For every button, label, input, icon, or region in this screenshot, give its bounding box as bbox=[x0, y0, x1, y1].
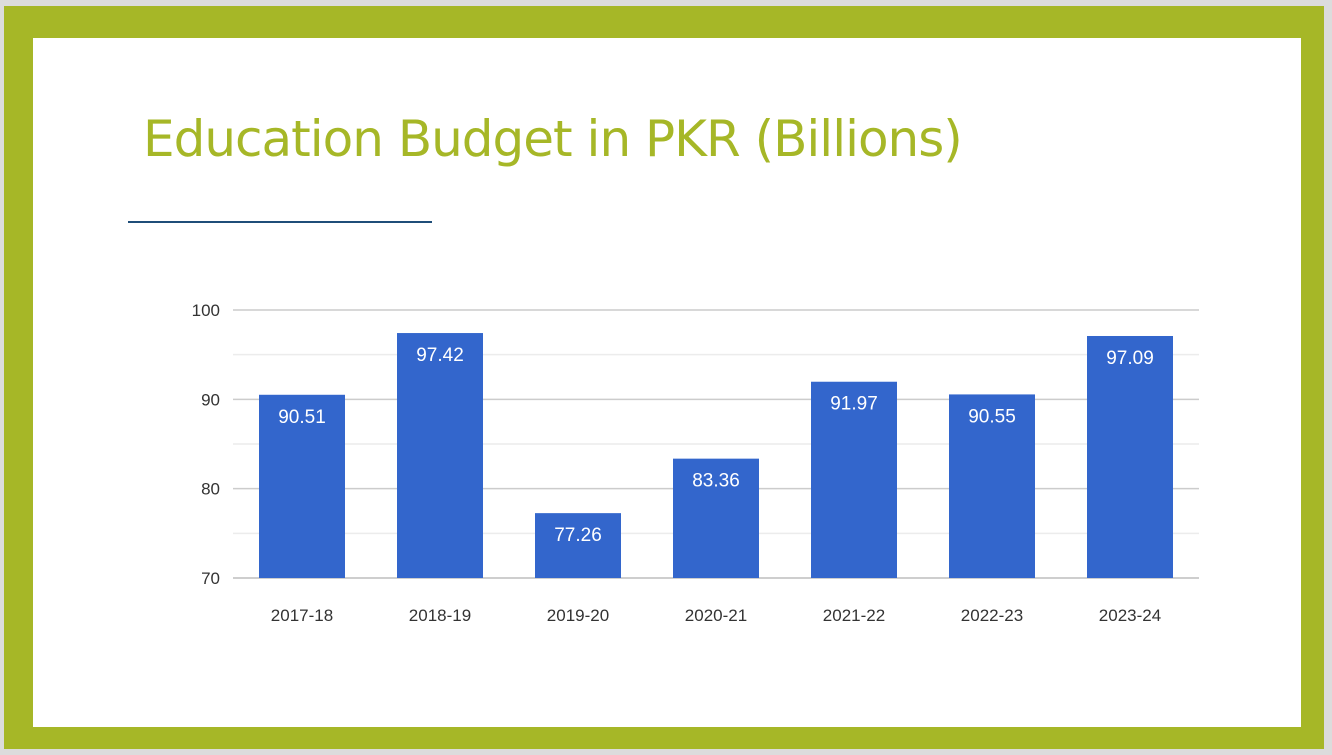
y-tick-label: 70 bbox=[201, 569, 220, 588]
x-tick-label: 2019-20 bbox=[547, 606, 609, 625]
bar bbox=[811, 381, 897, 578]
bar bbox=[397, 333, 483, 578]
title-underline bbox=[128, 221, 432, 223]
y-tick-label: 100 bbox=[192, 301, 220, 320]
bar bbox=[535, 513, 621, 578]
bar bbox=[673, 458, 759, 578]
bar bbox=[1087, 335, 1173, 578]
x-tick-label: 2020-21 bbox=[685, 606, 747, 625]
bar-value-label: 97.42 bbox=[416, 345, 464, 366]
bar-value-label: 83.36 bbox=[692, 471, 740, 492]
bar bbox=[949, 394, 1035, 578]
slide: Education Budget in PKR (Billions) 70 80 9… bbox=[33, 38, 1301, 727]
y-tick-label: 80 bbox=[201, 480, 220, 499]
bar-value-label: 77.26 bbox=[554, 525, 602, 546]
y-tick-label: 90 bbox=[201, 390, 220, 409]
x-tick-label: 2023-24 bbox=[1099, 606, 1161, 625]
bar bbox=[259, 394, 345, 578]
x-tick-label: 2017-18 bbox=[271, 606, 333, 625]
x-tick-label: 2022-23 bbox=[961, 606, 1023, 625]
x-tick-label: 2018-19 bbox=[409, 606, 471, 625]
bar-value-label: 91.97 bbox=[830, 394, 878, 415]
bar-value-label: 90.51 bbox=[278, 407, 326, 428]
slide-title: Education Budget in PKR (Billions) bbox=[143, 110, 963, 168]
x-tick-label: 2021-22 bbox=[823, 606, 885, 625]
bar-chart: 70 80 90 100 90.51 2017-18 97.42 2018-19 77.26 20… bbox=[192, 301, 1199, 625]
bar-value-label: 90.55 bbox=[968, 406, 1016, 427]
slide-frame: Education Budget in PKR (Billions) 70 80 9… bbox=[4, 6, 1324, 749]
bar-value-label: 97.09 bbox=[1106, 348, 1154, 369]
